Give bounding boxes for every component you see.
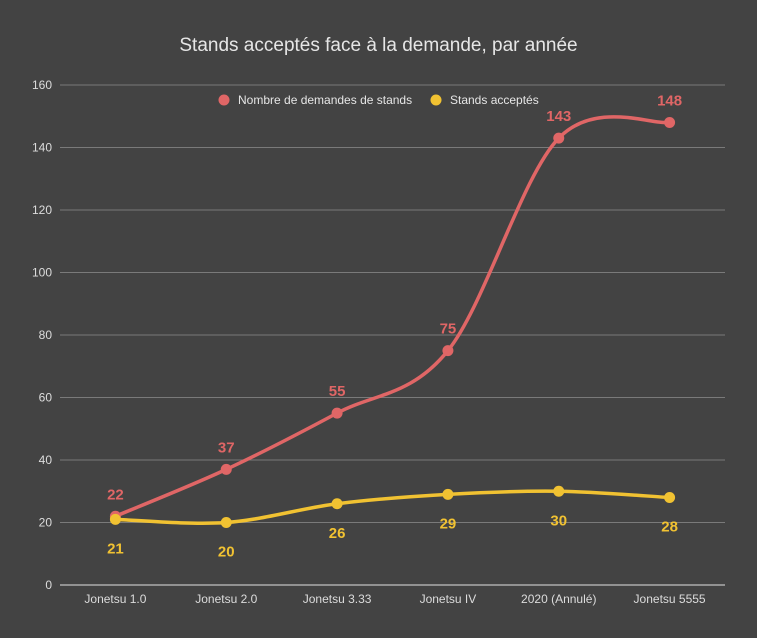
data-point bbox=[553, 132, 565, 144]
data-point bbox=[442, 345, 454, 357]
data-label: 29 bbox=[440, 515, 457, 532]
legend-label: Stands acceptés bbox=[450, 93, 539, 107]
x-tick-label: Jonetsu 5555 bbox=[634, 592, 706, 606]
data-label: 26 bbox=[329, 525, 346, 542]
grid bbox=[60, 84, 725, 586]
chart-title: Stands acceptés face à la demande, par a… bbox=[179, 35, 577, 56]
data-label: 148 bbox=[657, 93, 682, 110]
series-line bbox=[113, 489, 672, 525]
x-tick-label: Jonetsu 1.0 bbox=[84, 592, 146, 606]
data-point bbox=[331, 498, 343, 510]
data-label: 37 bbox=[218, 439, 235, 456]
x-tick-label: Jonetsu IV bbox=[420, 592, 477, 606]
data-point bbox=[220, 463, 232, 475]
y-tick-label: 100 bbox=[32, 266, 52, 280]
data-label: 30 bbox=[550, 512, 567, 529]
x-tick-label: 2020 (Annulé) bbox=[521, 592, 596, 606]
y-tick-label: 80 bbox=[39, 328, 53, 342]
legend: Nombre de demandes de stands Stands accep… bbox=[218, 93, 539, 107]
data-label: 22 bbox=[107, 486, 124, 503]
y-tick-label: 0 bbox=[45, 578, 52, 592]
legend-label: Nombre de demandes de stands bbox=[238, 93, 412, 107]
data-label: 28 bbox=[661, 519, 678, 536]
x-tick-label: Jonetsu 2.0 bbox=[195, 592, 257, 606]
series bbox=[109, 115, 676, 528]
axes: 0 20 40 60 80 100 120 140 160 Jonetsu 1.0 Jonetsu … bbox=[32, 78, 706, 606]
y-tick-label: 20 bbox=[39, 516, 53, 530]
y-tick-label: 120 bbox=[32, 203, 52, 217]
x-tick-label: Jonetsu 3.33 bbox=[303, 592, 372, 606]
legend-marker bbox=[430, 94, 442, 106]
data-point bbox=[109, 513, 121, 525]
data-label: 20 bbox=[218, 544, 235, 561]
data-point bbox=[664, 117, 676, 128]
data-point bbox=[442, 488, 454, 500]
legend-marker bbox=[218, 94, 230, 106]
data-point bbox=[331, 407, 343, 419]
data-point bbox=[220, 517, 232, 528]
data-label: 75 bbox=[440, 321, 457, 338]
y-tick-label: 140 bbox=[32, 141, 52, 155]
y-tick-label: 160 bbox=[32, 78, 52, 92]
data-point bbox=[664, 492, 676, 503]
data-point bbox=[553, 485, 565, 497]
y-tick-label: 40 bbox=[39, 453, 53, 467]
series-line bbox=[113, 115, 672, 518]
data-label: 21 bbox=[107, 540, 124, 557]
data-labels: 22 37 55 75 143 148 21 20 26 29 30 28 bbox=[107, 93, 682, 561]
data-label: 143 bbox=[546, 108, 571, 125]
data-label: 55 bbox=[329, 383, 346, 400]
y-tick-label: 60 bbox=[39, 391, 53, 405]
